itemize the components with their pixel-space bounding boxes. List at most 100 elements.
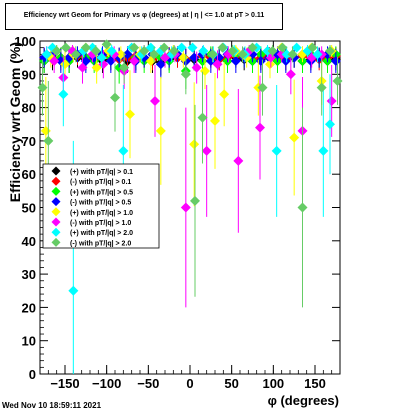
legend: (+) with pT/|q| > 0.1 (-) with pT/|q| > 0…: [42, 163, 160, 249]
title-box: Efficiency wrt Geom for Primary vs φ (de…: [5, 3, 283, 30]
data-point: [212, 59, 223, 70]
data-point: [189, 139, 200, 150]
data-point: [129, 42, 140, 53]
data-point: [210, 115, 220, 126]
y-tick-label: 20: [22, 300, 36, 315]
legend-marker: [51, 237, 61, 247]
x-tick-label: 0: [186, 376, 193, 391]
data-point: [176, 42, 187, 53]
x-tick-label: 100: [262, 376, 284, 391]
data-point: [115, 49, 126, 60]
data-point: [49, 55, 60, 66]
data-point: [307, 42, 318, 53]
legend-label: (+) with pT/|q| > 0.5: [70, 189, 133, 196]
data-point: [237, 49, 248, 60]
y-tick-label: 10: [22, 334, 36, 349]
data-point: [77, 62, 88, 73]
data-point: [139, 45, 150, 56]
data-point: [155, 125, 166, 136]
data-point: [55, 55, 66, 66]
legend-marker: [51, 197, 61, 207]
legend-label: (+) with pT/|q| > 2.0: [70, 230, 133, 237]
data-point: [297, 202, 308, 213]
data-point: [180, 202, 191, 213]
data-point: [90, 45, 101, 56]
data-point: [51, 45, 62, 56]
data-point: [191, 62, 202, 73]
data-point: [187, 42, 198, 53]
data-point: [119, 62, 130, 73]
data-point: [325, 45, 335, 56]
y-tick-label: 60: [22, 167, 36, 182]
x-tick-label: −50: [137, 376, 159, 391]
x-tick-label: 150: [304, 376, 326, 391]
y-tick-label: 40: [22, 234, 36, 249]
data-point: [207, 49, 218, 60]
data-point: [37, 82, 48, 93]
y-tick-label: 70: [22, 134, 36, 149]
data-point: [291, 42, 302, 53]
data-point: [287, 49, 298, 60]
timestamp: Wed Nov 10 18:59:11 2021: [2, 401, 102, 410]
y-tick-label: 90: [22, 67, 36, 82]
data-point: [201, 145, 212, 156]
data-point: [277, 42, 288, 53]
axis-ticks: 0 10 20 30 40 50 60 70 80 90 100 −150 −100 −50 0 50 100 1…: [14, 34, 341, 391]
legend-label: (-) with pT/|q| > 0.5: [70, 200, 131, 207]
data-point: [325, 119, 335, 130]
legend-label: (-) with pT/|q| > 2.0: [70, 240, 131, 247]
data-point: [58, 89, 69, 100]
data-point: [255, 122, 265, 133]
data-point: [247, 42, 258, 53]
data-point: [330, 55, 341, 66]
legend-box: [42, 163, 160, 249]
data-point: [96, 52, 107, 63]
data-point: [106, 45, 117, 56]
legend-marker: [51, 176, 61, 186]
data-point: [289, 132, 300, 143]
data-point: [180, 69, 191, 80]
data-point: [280, 55, 291, 66]
data-point: [60, 42, 71, 53]
data-point: [80, 55, 91, 66]
chart-title: Efficiency wrt Geom for Primary vs φ (de…: [23, 12, 265, 19]
legend-label: (+) with pT/|q| > 1.0: [70, 210, 133, 217]
y-tick-label: 80: [22, 101, 36, 116]
data-point: [43, 135, 54, 146]
data-point: [326, 95, 337, 106]
data-point: [80, 42, 91, 53]
data-point: [68, 285, 79, 296]
data-point: [150, 95, 160, 106]
x-tick-label: −100: [92, 376, 121, 391]
data-point: [267, 45, 278, 56]
data-point: [60, 59, 70, 70]
data-point: [257, 82, 268, 93]
y-axis-label: Efficiency wrt Geom (%): [7, 42, 23, 202]
legend-marker: [51, 166, 61, 176]
data-point: [312, 49, 323, 60]
data-point: [219, 89, 230, 100]
data-point: [316, 82, 327, 93]
data-point: [230, 55, 241, 66]
data-point: [155, 59, 166, 70]
y-tick-label: 30: [22, 267, 36, 282]
data-point: [169, 45, 180, 56]
data-point: [110, 92, 120, 103]
data-point: [122, 49, 133, 60]
data-point: [101, 39, 112, 50]
data-point: [318, 145, 329, 156]
data-point: [285, 69, 296, 80]
data-point: [129, 55, 140, 66]
data-point: [70, 49, 81, 60]
data-point: [233, 155, 244, 166]
y-tick-label: 100: [14, 34, 36, 49]
legend-label: (+) with pT/|q| > 0.1: [70, 169, 133, 176]
x-tick-label: −150: [50, 376, 79, 391]
data-point: [265, 59, 275, 70]
data-point: [125, 109, 135, 120]
legend-marker: [51, 217, 61, 227]
data-point: [149, 49, 160, 60]
data-point: [41, 49, 52, 60]
data-point: [118, 145, 129, 156]
data-point: [198, 45, 209, 56]
